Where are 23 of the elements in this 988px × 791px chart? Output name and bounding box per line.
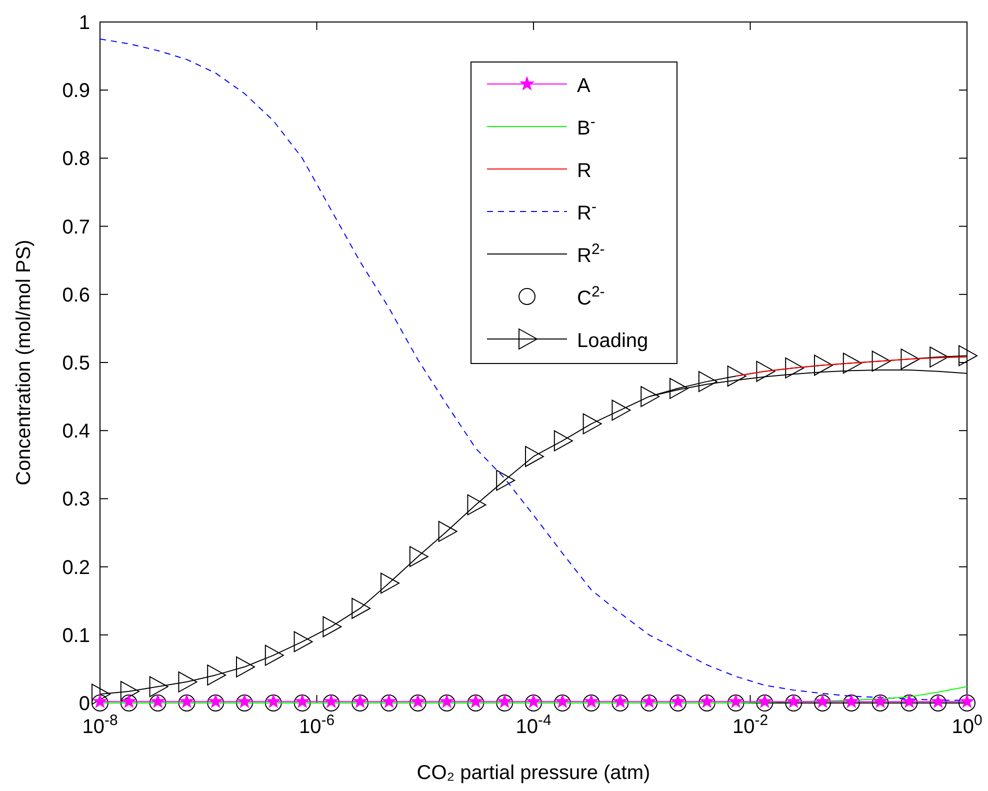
legend-label: R: [577, 160, 592, 182]
legend-label: B$^{-}$: [577, 113, 596, 140]
legend-label: A: [577, 75, 591, 97]
legend-label: Loading: [577, 330, 648, 352]
y-tick-label: 0.7: [62, 216, 90, 238]
x-axis-title: CO₂ partial pressure (atm): [416, 762, 650, 784]
y-tick-label: 1: [78, 12, 90, 34]
legend-label: R$^{-}$: [577, 198, 596, 224]
x-tick-label: 10$^{0}$: [952, 712, 982, 738]
x-tick-label: 10$^{-4}$: [516, 712, 552, 738]
y-tick-label: 0.1: [62, 624, 90, 647]
y-tick-label: 0.4: [62, 420, 90, 443]
y-axis-title: Concentration (mol/mol PS): [13, 240, 35, 486]
x-tick-label: 10$^{-6}$: [298, 712, 335, 738]
y-tick-label: 0.3: [62, 488, 90, 511]
y-tick-label: 0.5: [62, 352, 90, 374]
y-tick-label: 0.9: [62, 80, 90, 102]
legend-label: R$^{2-}$: [577, 240, 605, 267]
y-tick-label: 0.6: [62, 284, 90, 306]
y-tick-label: 0.8: [62, 148, 90, 170]
y-tick-label: 0.2: [62, 556, 90, 579]
x-tick-label: 10$^{-2}$: [732, 712, 768, 738]
legend-label: C$^{2-}$: [577, 283, 605, 310]
